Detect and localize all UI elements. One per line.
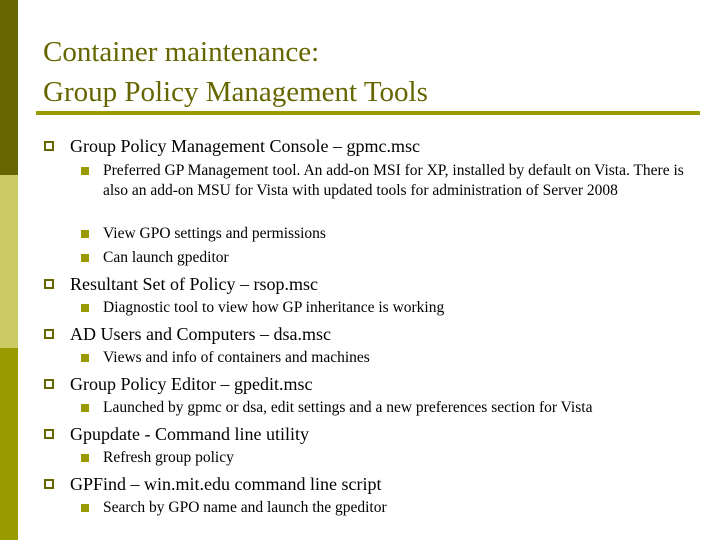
- sub-bullet-item: Can launch gpeditor: [103, 249, 229, 266]
- sub-bullet-item: View GPO settings and permissions: [103, 225, 326, 242]
- sub-bullet-item: Launched by gpmc or dsa, edit settings a…: [103, 399, 593, 416]
- filled-square-bullet-icon: [81, 230, 89, 238]
- bullet-item: Group Policy Management Console – gpmc.m…: [70, 136, 420, 156]
- title-underline: [36, 111, 700, 115]
- sub-bullet-item: Diagnostic tool to view how GP inheritan…: [103, 299, 445, 316]
- title-line-2: Group Policy Management Tools: [43, 76, 428, 108]
- filled-square-bullet-icon: [81, 354, 89, 362]
- bullet-item: Gpupdate - Command line utility: [70, 424, 309, 444]
- bullet-item: Group Policy Editor – gpedit.msc: [70, 374, 313, 394]
- filled-square-bullet-icon: [81, 404, 89, 412]
- filled-square-bullet-icon: [81, 454, 89, 462]
- square-bullet-icon: [44, 429, 54, 439]
- side-bar-bottom: [0, 348, 18, 540]
- square-bullet-icon: [44, 279, 54, 289]
- filled-square-bullet-icon: [81, 304, 89, 312]
- filled-square-bullet-icon: [81, 504, 89, 512]
- bullet-item: AD Users and Computers – dsa.msc: [70, 324, 331, 344]
- square-bullet-icon: [44, 141, 54, 151]
- sub-bullet-item: Views and info of containers and machine…: [103, 349, 370, 366]
- side-bar-middle: [0, 175, 18, 348]
- side-bar-top: [0, 0, 18, 175]
- square-bullet-icon: [44, 379, 54, 389]
- bullet-item: Resultant Set of Policy – rsop.msc: [70, 274, 318, 294]
- sub-bullet-item: Refresh group policy: [103, 449, 234, 466]
- title-line-1: Container maintenance:: [43, 36, 320, 68]
- filled-square-bullet-icon: [81, 254, 89, 262]
- filled-square-bullet-icon: [81, 167, 89, 175]
- sub-bullet-item: Search by GPO name and launch the gpedit…: [103, 499, 387, 516]
- slide-title: Container maintenance: Group Policy Mana…: [43, 32, 428, 112]
- square-bullet-icon: [44, 329, 54, 339]
- bullet-item: GPFind – win.mit.edu command line script: [70, 474, 382, 494]
- square-bullet-icon: [44, 479, 54, 489]
- sub-bullet-item: Preferred GP Management tool. An add-on …: [103, 162, 684, 199]
